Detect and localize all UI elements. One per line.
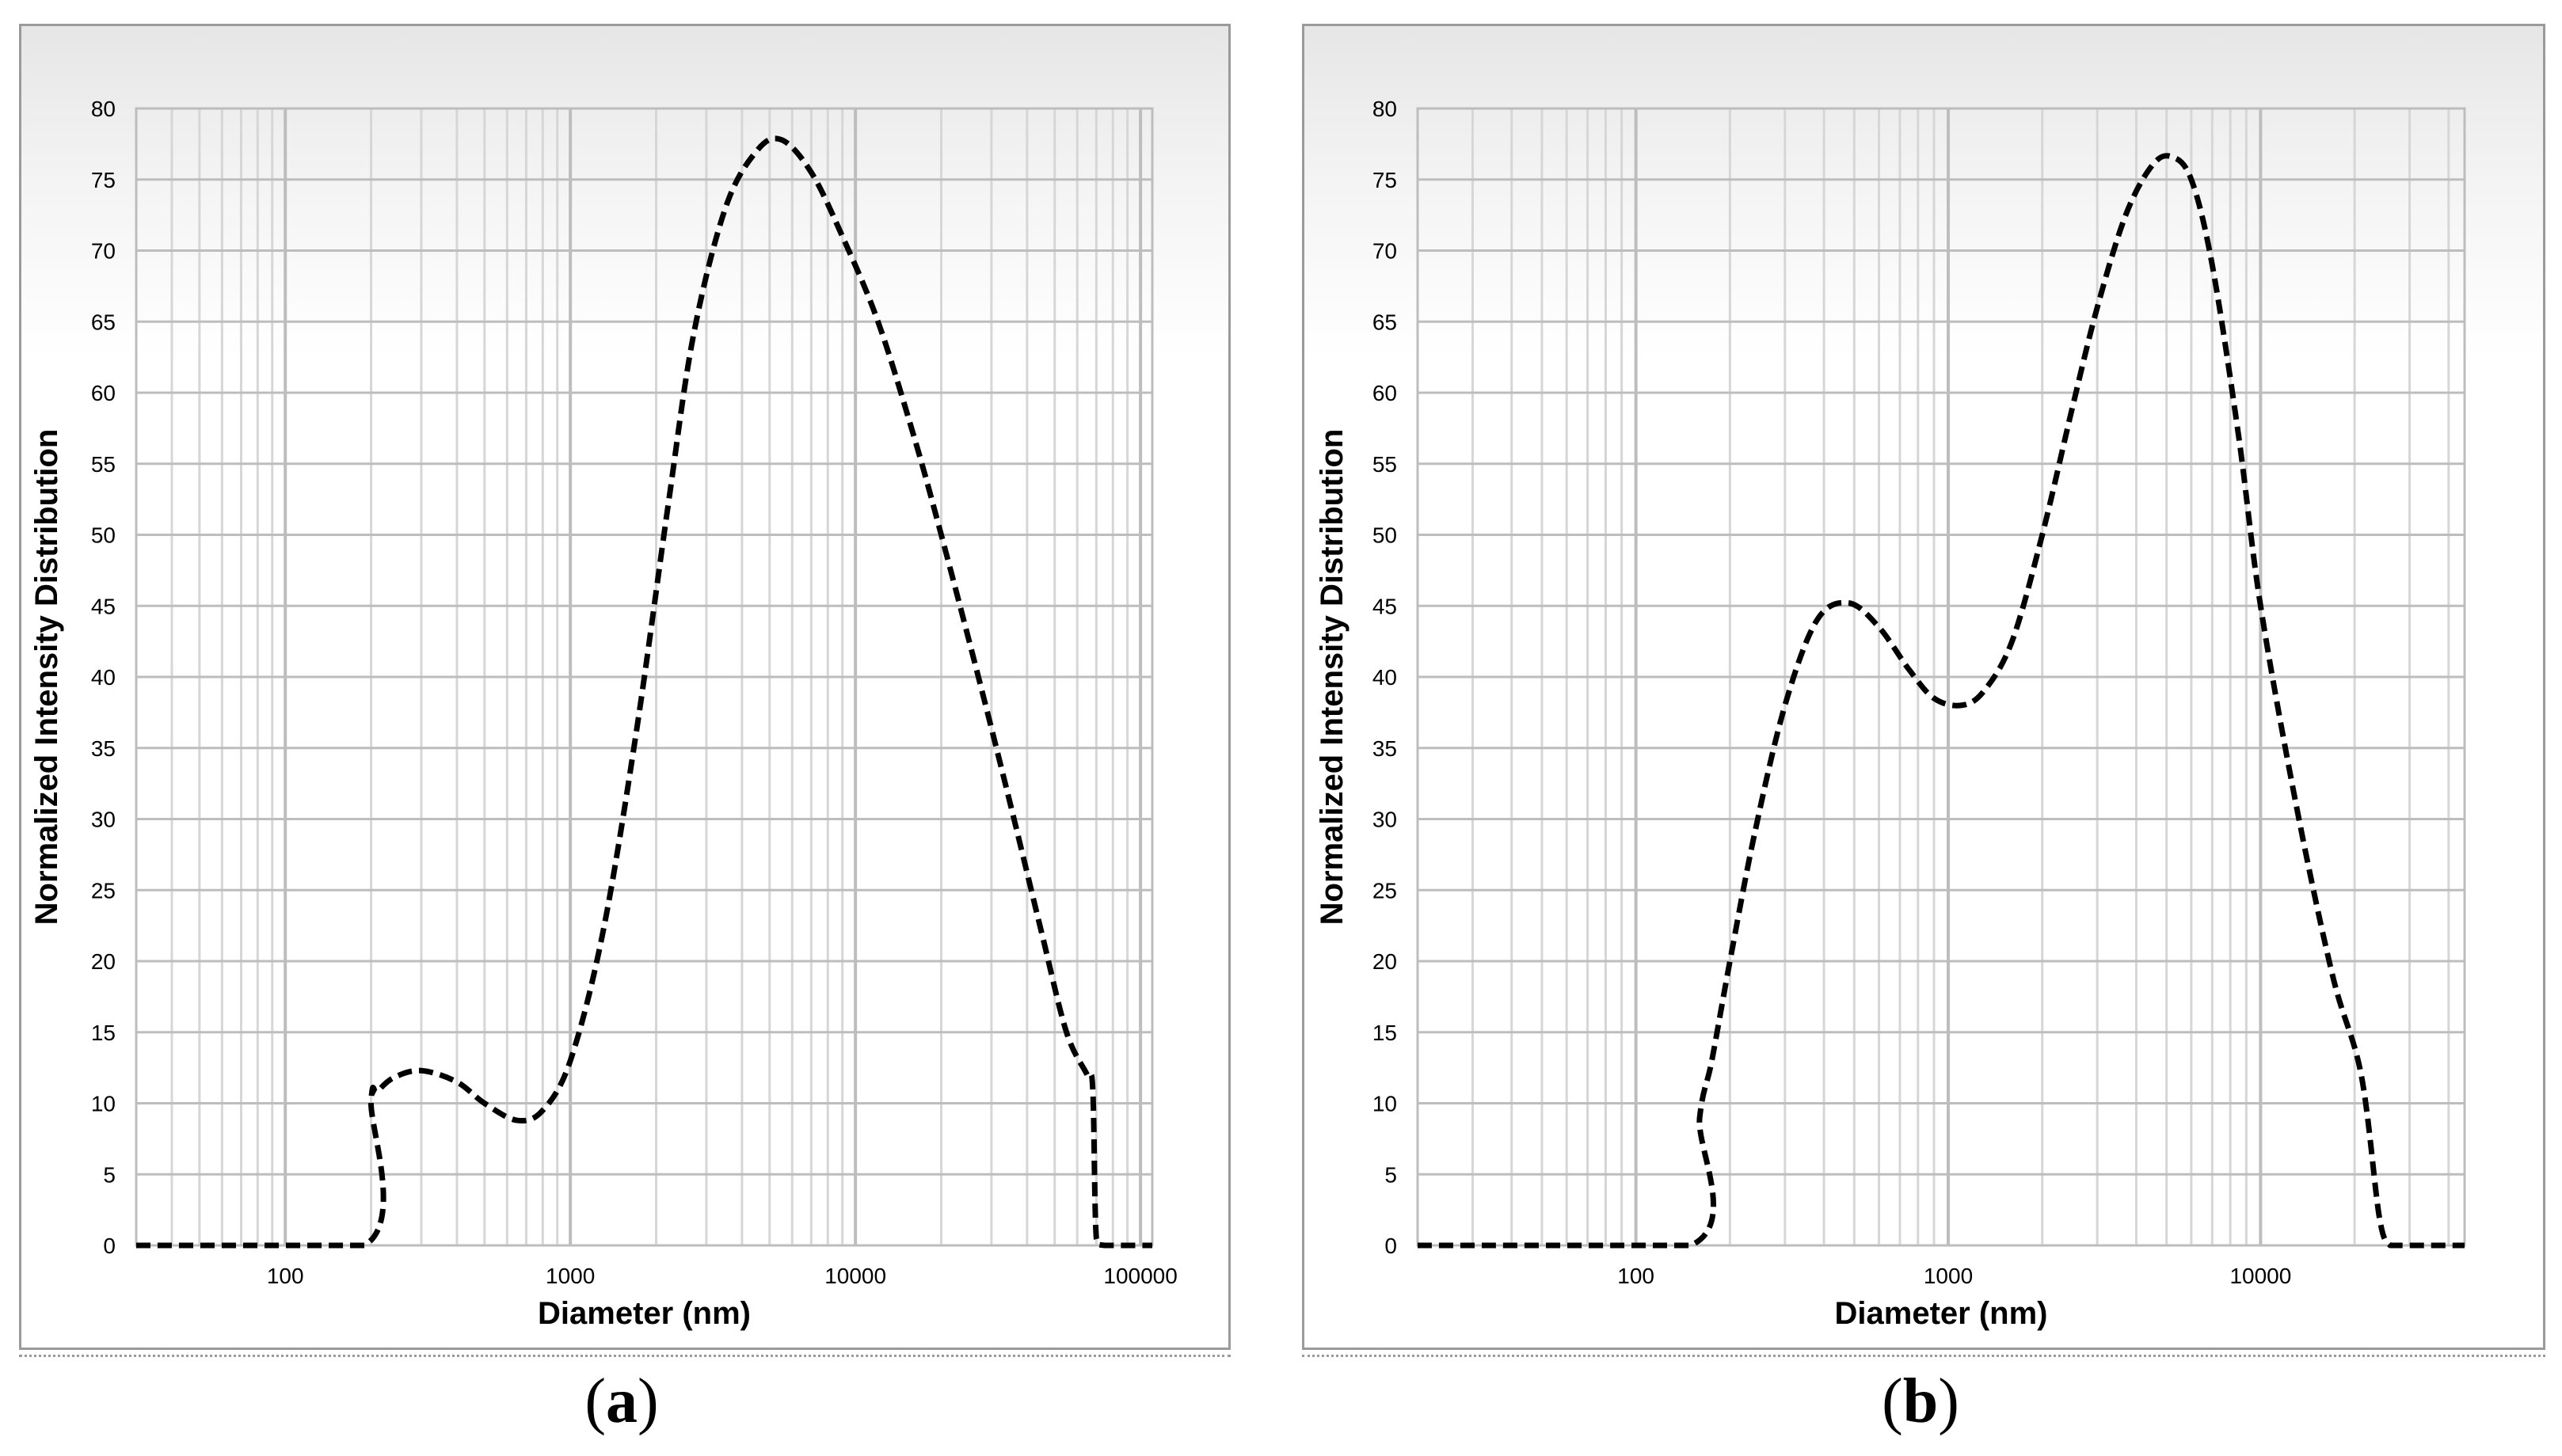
x-tick-label: 100000 bbox=[1103, 1264, 1177, 1288]
distribution-curve bbox=[135, 135, 1152, 1249]
y-tick-label: 10 bbox=[1372, 1092, 1397, 1116]
y-tick-label: 60 bbox=[91, 381, 116, 405]
y-tick-label: 30 bbox=[91, 808, 116, 832]
x-tick-label: 1000 bbox=[1924, 1264, 1973, 1288]
y-tick-label: 15 bbox=[91, 1021, 116, 1045]
y-tick-label: 25 bbox=[91, 878, 116, 903]
y-tick-label: 30 bbox=[1372, 808, 1397, 832]
y-tick-label: 45 bbox=[1372, 594, 1397, 618]
y-tick-label: 50 bbox=[91, 523, 116, 548]
chart-panel-b: 0 5 10 15 20 25 30 35 40 45 50 55 60 65 70 75 80 100 1000 1… bbox=[1315, 97, 2466, 1331]
plot-area-border bbox=[135, 107, 1154, 1247]
y-tick-label: 80 bbox=[91, 97, 116, 121]
x-axis-title: Diameter (nm) bbox=[538, 1296, 751, 1331]
y-tick-label: 15 bbox=[1372, 1021, 1397, 1045]
plot-area-border bbox=[1416, 107, 2466, 1247]
x-tick-label: 10000 bbox=[2229, 1264, 2291, 1288]
panel-a-letter: a bbox=[606, 1367, 638, 1436]
y-tick-label: 25 bbox=[1372, 878, 1397, 903]
y-tick-label: 0 bbox=[1384, 1234, 1397, 1258]
y-tick-label: 80 bbox=[1372, 97, 1397, 121]
x-axis-title: Diameter (nm) bbox=[1835, 1296, 2048, 1331]
panel-b-caption: (b) bbox=[1882, 1367, 1959, 1436]
panel-b-letter: b bbox=[1902, 1367, 1939, 1436]
x-tick-label: 1000 bbox=[546, 1264, 595, 1288]
y-tick-label: 60 bbox=[1372, 381, 1397, 405]
y-tick-label: 65 bbox=[1372, 310, 1397, 334]
y-tick-label: 40 bbox=[91, 665, 116, 690]
y-tick-label: 55 bbox=[1372, 452, 1397, 477]
chart-panel-a: 0 5 10 15 20 25 30 35 40 45 50 55 60 65 70 75 80 100 1000 1… bbox=[29, 97, 1178, 1331]
y-tick-label: 45 bbox=[91, 594, 116, 618]
y-tick-label: 10 bbox=[91, 1092, 116, 1116]
panel-a-caption: (a) bbox=[584, 1367, 659, 1436]
y-tick-label: 35 bbox=[1372, 736, 1397, 761]
y-tick-label: 70 bbox=[91, 239, 116, 264]
y-tick-label: 20 bbox=[1372, 949, 1397, 974]
y-tick-label: 65 bbox=[91, 310, 116, 334]
y-tick-label: 5 bbox=[103, 1162, 116, 1187]
y-tick-label: 0 bbox=[103, 1234, 116, 1258]
y-tick-label: 35 bbox=[91, 736, 116, 761]
x-tick-label: 100 bbox=[267, 1264, 304, 1288]
x-tick-label: 10000 bbox=[824, 1264, 886, 1288]
y-axis-title: Normalized Intensity Distribution bbox=[1315, 429, 1350, 926]
y-tick-label: 70 bbox=[1372, 239, 1397, 264]
y-tick-label: 5 bbox=[1384, 1162, 1397, 1187]
y-tick-label: 75 bbox=[91, 168, 116, 192]
y-tick-label: 40 bbox=[1372, 665, 1397, 690]
y-axis-title: Normalized Intensity Distribution bbox=[29, 429, 64, 926]
y-tick-label: 55 bbox=[91, 452, 116, 477]
y-tick-label: 50 bbox=[1372, 523, 1397, 548]
distribution-curve bbox=[1417, 153, 2465, 1249]
y-tick-label: 20 bbox=[91, 949, 116, 974]
x-tick-label: 100 bbox=[1617, 1264, 1654, 1288]
y-tick-label: 75 bbox=[1372, 168, 1397, 192]
